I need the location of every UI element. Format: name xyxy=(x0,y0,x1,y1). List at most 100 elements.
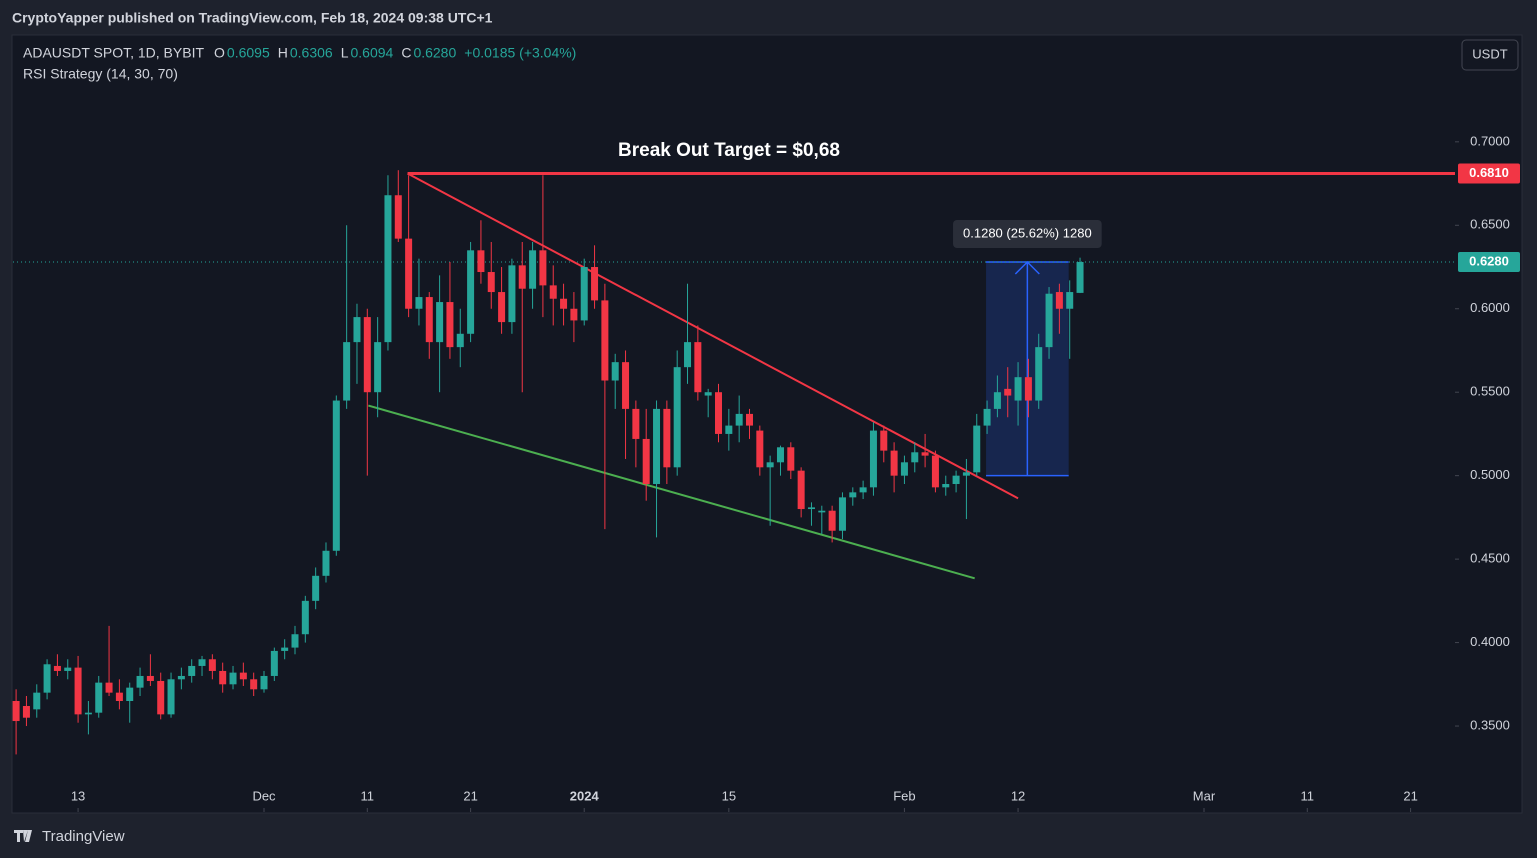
candle-body xyxy=(622,362,630,409)
candle-body xyxy=(859,487,867,493)
candle-body xyxy=(962,472,970,476)
candle-body xyxy=(766,462,774,468)
candle-body xyxy=(12,700,20,722)
x-tick-label: 13 xyxy=(71,788,85,803)
candle-body xyxy=(838,497,846,531)
candle-body xyxy=(715,392,723,434)
candle-body xyxy=(539,250,547,286)
legend: ADAUSDT SPOT, 1D, BYBIT O 0.6095 H 0.6306 L 0.… xyxy=(23,45,576,61)
candle-body xyxy=(115,692,123,701)
x-tick-label: 21 xyxy=(1403,788,1417,803)
candle-body xyxy=(43,664,51,693)
candle-body xyxy=(880,430,888,451)
candle-body xyxy=(787,447,795,471)
candle-body xyxy=(374,342,382,393)
candle-body xyxy=(694,342,702,393)
candle-body xyxy=(270,650,278,676)
candle-body xyxy=(322,550,330,576)
ohlc-value: 0.6095 xyxy=(227,45,270,61)
candle-body xyxy=(663,408,671,468)
y-tick-label: 0.5000 xyxy=(1470,467,1510,482)
candle-body xyxy=(776,447,784,463)
candle-body xyxy=(518,265,526,289)
candle-body xyxy=(219,670,227,685)
candle-body xyxy=(425,297,433,343)
trendline xyxy=(368,404,975,580)
candle-body xyxy=(384,195,392,343)
candle-body xyxy=(1076,262,1084,293)
candle-body xyxy=(208,659,216,671)
candle-body xyxy=(828,510,836,531)
candle-body xyxy=(673,367,681,468)
ohlc-value: 0.6306 xyxy=(290,45,333,61)
ohlc-key: C xyxy=(401,45,411,61)
candle-body xyxy=(95,682,103,713)
price-tag xyxy=(1458,252,1520,273)
candle-body xyxy=(456,333,464,348)
candle-body xyxy=(653,408,661,485)
candle-body xyxy=(973,425,981,473)
ohlc-key: L xyxy=(341,45,349,61)
candle-body xyxy=(642,438,650,485)
candle-body xyxy=(405,238,413,309)
candle-body xyxy=(105,682,113,693)
candle-body xyxy=(756,430,764,468)
candle-body xyxy=(911,452,919,463)
candle-body xyxy=(942,484,950,488)
candle-body xyxy=(1004,388,1012,396)
candle-body xyxy=(601,300,609,381)
x-tick-label: Mar xyxy=(1193,788,1216,803)
price-tag-label: 0.6810 xyxy=(1469,165,1509,180)
x-tick-label: 21 xyxy=(463,788,477,803)
y-tick-label: 0.6500 xyxy=(1470,217,1510,232)
x-tick-label: 12 xyxy=(1011,788,1025,803)
candle-body xyxy=(446,302,454,348)
currency-button[interactable] xyxy=(1461,39,1519,71)
candle-body xyxy=(900,462,908,476)
candle-body xyxy=(869,430,877,488)
candle-body xyxy=(353,317,361,343)
candle-body xyxy=(1024,377,1032,401)
change: +0.0185 (+3.04%) xyxy=(464,45,576,61)
candle-body xyxy=(632,408,640,439)
ohlc-key: O xyxy=(214,45,225,61)
candle-body xyxy=(157,680,165,715)
candle-body xyxy=(126,687,134,701)
x-tick-label: 15 xyxy=(722,788,736,803)
brand-logo xyxy=(14,830,32,842)
x-tick-label: Dec xyxy=(252,788,276,803)
candle-body xyxy=(198,659,206,666)
x-tick-label: 2024 xyxy=(570,788,600,803)
candle-body xyxy=(188,665,196,676)
candle-body xyxy=(487,272,495,293)
ohlc-value: 0.6094 xyxy=(350,45,393,61)
candle-body xyxy=(580,267,588,321)
candle-body xyxy=(84,712,92,715)
candle-body xyxy=(312,575,320,601)
candle-body xyxy=(229,672,237,685)
candle-body xyxy=(498,292,506,323)
candle-body xyxy=(363,317,371,393)
currency-label[interactable]: USDT xyxy=(1472,46,1507,61)
candle-body xyxy=(849,492,857,498)
candle-body xyxy=(921,452,929,456)
y-tick-label: 0.7000 xyxy=(1470,133,1510,148)
candle-body xyxy=(549,285,557,299)
candle-body xyxy=(818,510,826,513)
x-tick-label: 11 xyxy=(361,788,375,803)
x-tick-label: Feb xyxy=(893,788,915,803)
candle-body xyxy=(508,265,516,323)
candle-body xyxy=(281,647,289,651)
candle-body xyxy=(33,692,41,710)
candle-body xyxy=(725,425,733,434)
candle-body xyxy=(332,400,340,551)
candle-body xyxy=(1035,347,1043,401)
candle-body xyxy=(64,667,72,671)
candle-body xyxy=(415,297,423,309)
indicator-label: RSI Strategy (14, 30, 70) xyxy=(23,66,178,82)
candle-body xyxy=(591,267,599,301)
candle-body xyxy=(529,250,537,289)
symbol: ADAUSDT SPOT, 1D, BYBIT xyxy=(23,45,204,61)
